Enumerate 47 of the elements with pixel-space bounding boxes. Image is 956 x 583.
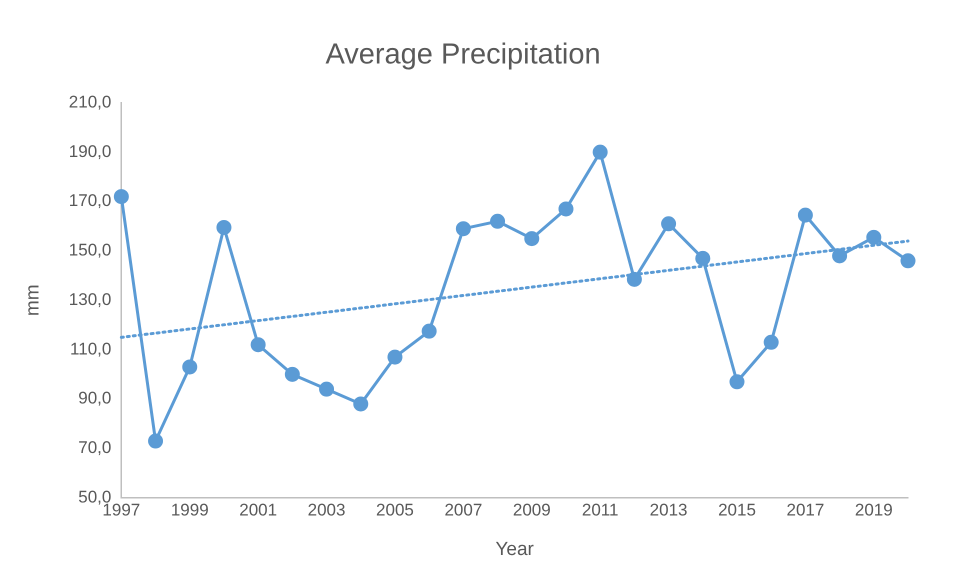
point [729,374,744,390]
y-tick-label: 70,0 [78,438,112,458]
x-tick-label: 2019 [854,500,893,520]
point [114,189,129,204]
y-tick-label: 110,0 [70,339,112,358]
point [626,272,642,287]
y-tick-label: 90,0 [78,388,112,408]
y-axis-title: mm [22,284,44,316]
x-tick-label: 2013 [650,500,688,520]
point [866,230,882,245]
point [764,334,779,350]
point [798,208,813,223]
point [524,231,540,246]
x-tick-label: 2011 [582,500,618,520]
x-tick-label: 2003 [308,500,346,520]
point [900,253,916,268]
x-tick-label: 2009 [512,500,551,520]
point [695,250,710,266]
point [319,382,334,397]
point [250,337,266,352]
point [422,324,437,339]
point [592,144,608,160]
point [182,359,198,374]
y-tick-label: 170,0 [68,191,112,210]
y-tick-label: 210,0 [68,92,112,112]
x-tick-label: 1999 [170,500,209,520]
y-tick-label: 50,0 [78,487,112,506]
x-axis-title: Year [495,538,535,560]
point [387,350,402,365]
point [284,366,300,382]
point [353,396,368,412]
point [456,221,471,236]
x-tick-label: 2005 [376,500,414,520]
point [490,214,506,229]
point [216,220,232,235]
y-tick-label: 130,0 [68,290,112,309]
chart-title: Average Precipitation [325,38,601,70]
x-tick-label: 2001 [239,500,278,520]
y-tick-label: 190,0 [68,142,112,161]
x-tick-label: 2007 [444,500,482,520]
point [148,434,164,449]
x-tick-label: 2015 [718,500,756,520]
y-tick-label: 150,0 [68,240,112,260]
point [832,248,848,264]
point [661,216,676,232]
x-tick-label: 2017 [786,500,824,520]
point [558,201,574,216]
